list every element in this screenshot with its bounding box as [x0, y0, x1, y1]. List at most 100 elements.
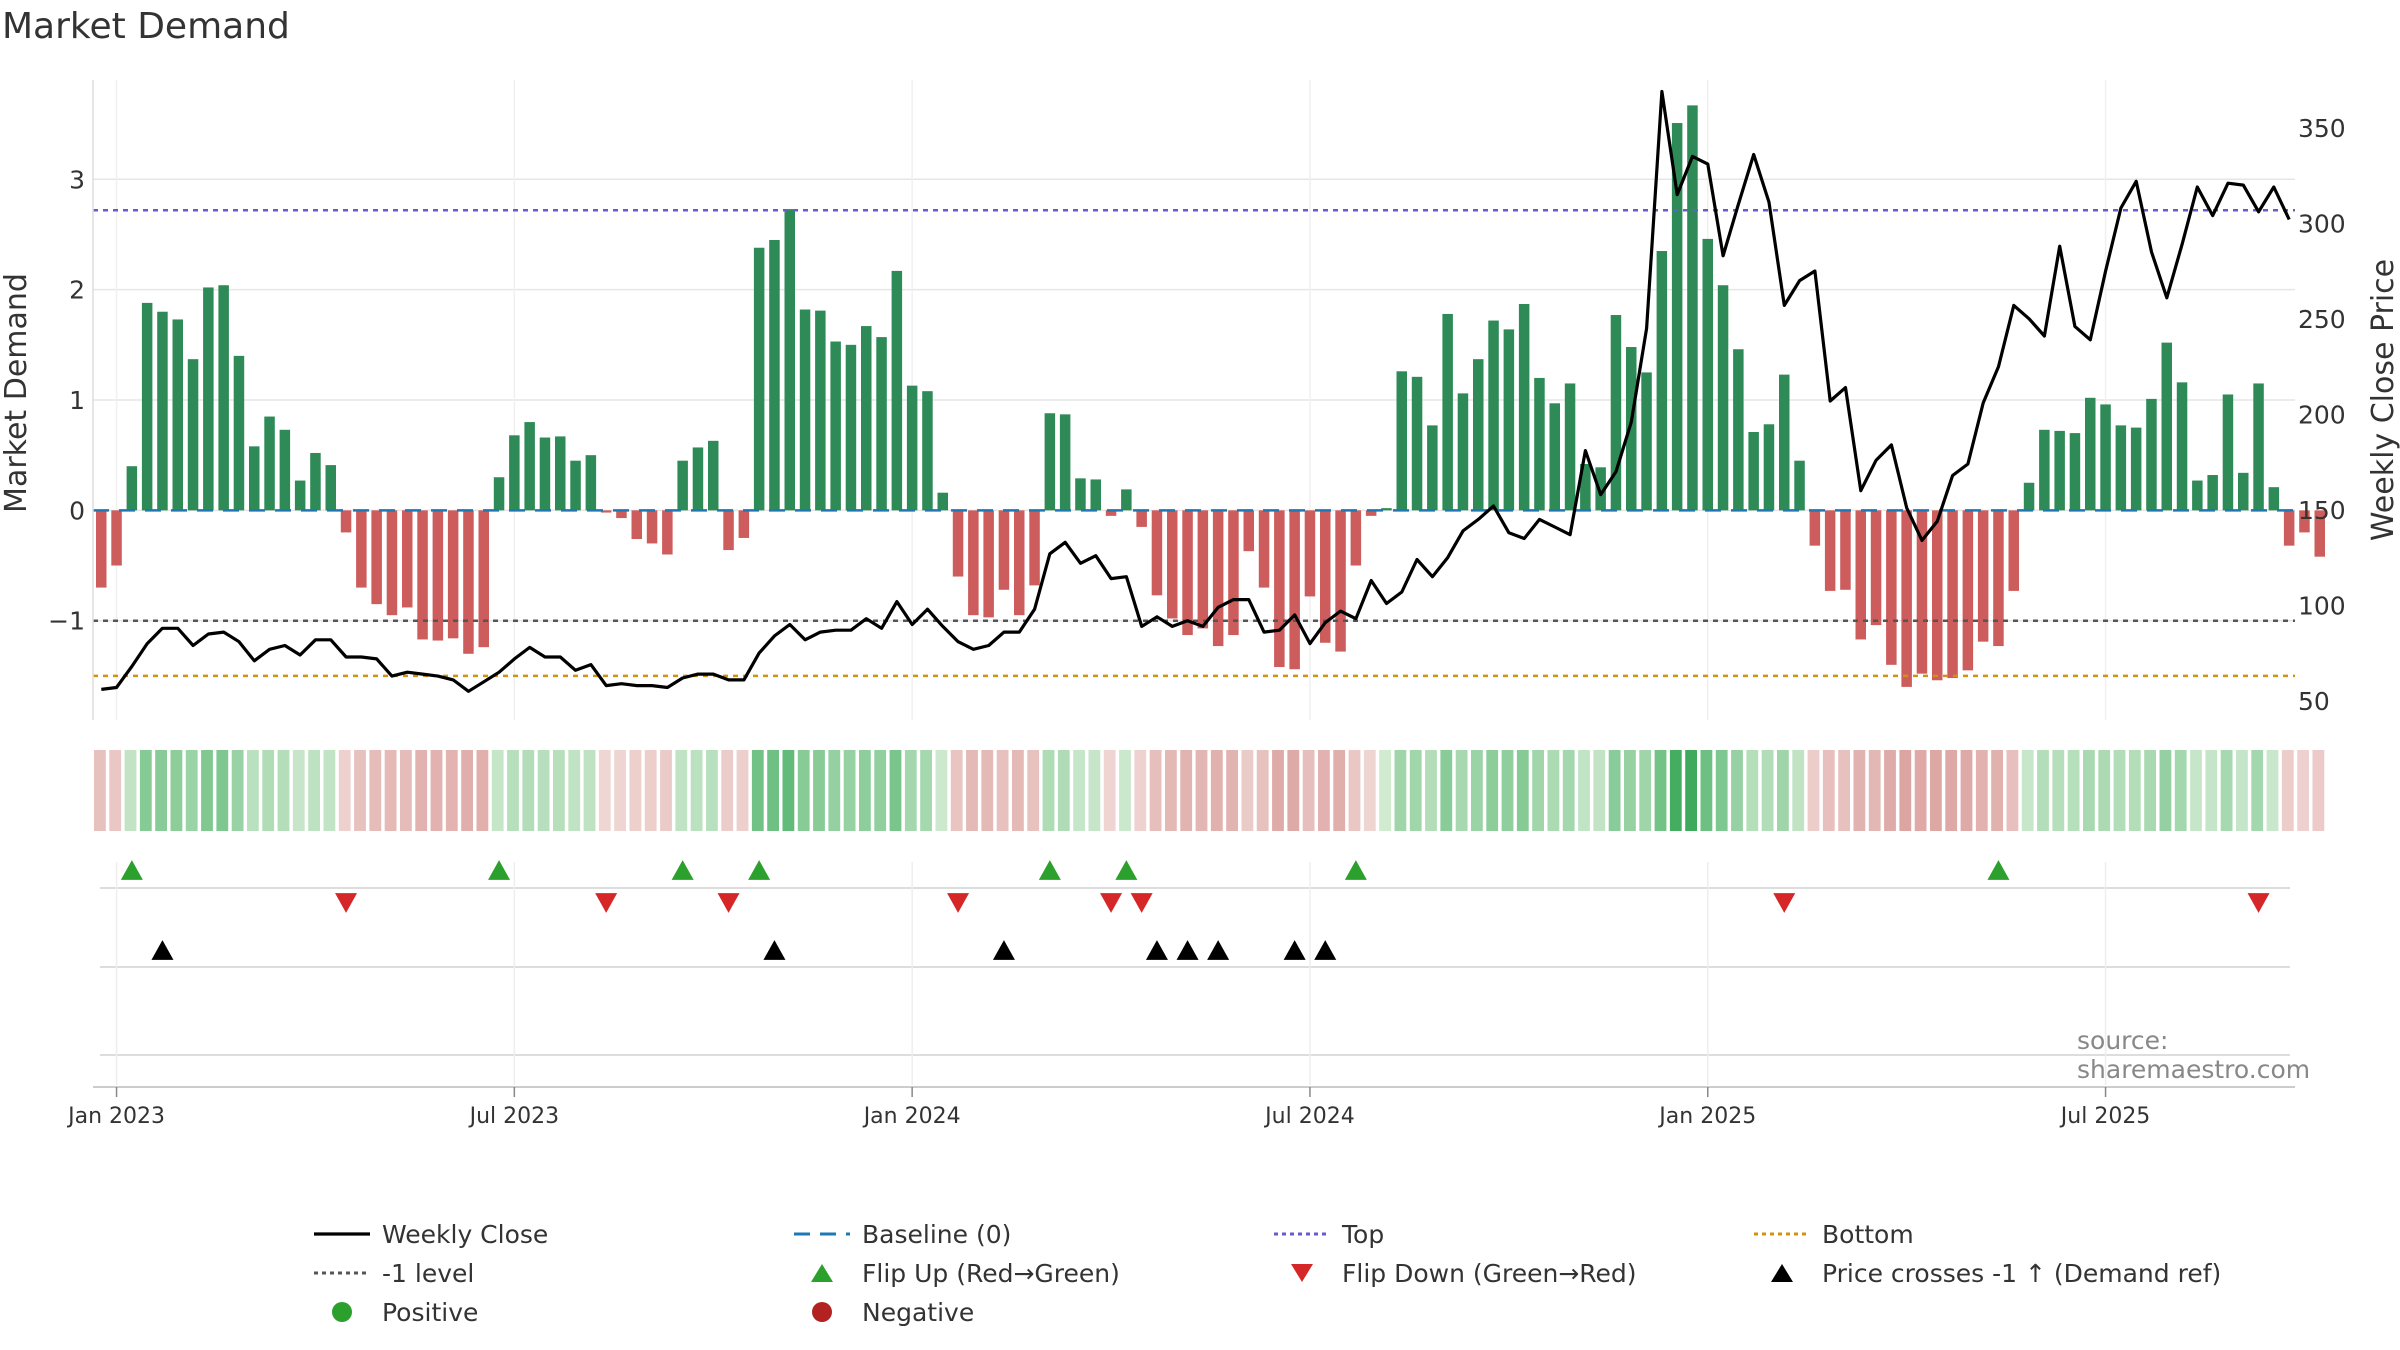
demand-bar [1886, 510, 1897, 665]
y-tick-label: −1 [48, 607, 85, 636]
demand-bar [1503, 329, 1515, 511]
strip-cell [2128, 750, 2141, 831]
strip-cell [1165, 750, 1177, 831]
strip-cell [813, 750, 825, 831]
y2-tick-label: 150 [2298, 496, 2346, 525]
demand-bar [677, 460, 688, 511]
strip-cell [1501, 750, 1514, 831]
demand-heat-strip [94, 750, 2325, 831]
strip-cell [292, 750, 305, 831]
strip-cell [2083, 750, 2095, 831]
strip-cell [1532, 750, 1544, 831]
strip-cell [1210, 750, 1223, 831]
demand-bar [1274, 510, 1285, 668]
demand-bar [340, 510, 352, 533]
demand-bar [2299, 510, 2310, 533]
strip-cell [1302, 750, 1315, 831]
demand-bar [1090, 479, 1101, 511]
demand-bar [1962, 510, 1974, 671]
demand-bar [1442, 313, 1453, 511]
demand-bar [1687, 105, 1698, 511]
demand-bar [1365, 510, 1377, 516]
strip-cell [1119, 750, 1131, 831]
y2-tick-label: 300 [2298, 209, 2346, 238]
demand-bar [386, 510, 398, 616]
strip-cell [1715, 750, 1728, 831]
strip-cell [2312, 750, 2325, 831]
demand-bar [2085, 397, 2096, 511]
legend-label: Positive [382, 1297, 479, 1327]
strip-cell [981, 750, 994, 831]
strip-cell [675, 750, 688, 831]
demand-bar [1105, 510, 1117, 516]
legend-item: Weekly Close [310, 1217, 548, 1251]
strip-cell [614, 750, 626, 831]
demand-bar [417, 510, 428, 640]
strip-cell [1348, 750, 1361, 831]
strip-cell [155, 750, 167, 831]
strip-cell [216, 750, 229, 831]
demand-bar [1671, 123, 1683, 511]
demand-bar [2054, 430, 2065, 511]
strip-cell [1822, 750, 1835, 831]
y-axis-label: Market Demand [0, 273, 34, 513]
strip-cell [2297, 750, 2309, 831]
demand-bar [1289, 510, 1300, 670]
legend: Weekly Close Baseline (0) Top Bottom -1 leve… [310, 1217, 2270, 1337]
legend-label: Weekly Close [382, 1219, 549, 1249]
strip-cell [1287, 750, 1300, 831]
strip-cell [461, 750, 473, 831]
demand-bar [2176, 382, 2188, 511]
strip-cell [950, 750, 963, 831]
strip-cell [2113, 750, 2126, 831]
demand-bar [570, 460, 581, 511]
legend-item: Top [1270, 1217, 1384, 1251]
price-cross-marker [763, 940, 786, 960]
strip-cell [2021, 750, 2034, 831]
strip-cell [308, 750, 320, 831]
x-axis: Jan 2023 Jul 2023 Jan 2024 Jul 2024 Jan 2025… [66, 1086, 2295, 1129]
demand-bar [141, 302, 153, 511]
demand-bar [2100, 404, 2111, 511]
demand-bar [2268, 487, 2280, 511]
demand-bar [1534, 377, 1545, 511]
demand-bar [2161, 342, 2172, 511]
demand-bar [891, 270, 903, 511]
legend-label: Bottom [1822, 1219, 1914, 1249]
strip-cell [1134, 750, 1147, 831]
strip-cell [170, 750, 183, 831]
demand-bar [1641, 372, 1652, 511]
demand-bar [1136, 510, 1147, 527]
demand-bar [1824, 510, 1836, 591]
reference-lines [93, 208, 2295, 678]
strip-cell [1593, 750, 1606, 831]
strip-cell [1608, 750, 1621, 831]
legend-label: Negative [862, 1297, 975, 1327]
line-dot-icon [1754, 1232, 1810, 1236]
strip-cell [1440, 750, 1453, 831]
demand-bar [968, 510, 979, 616]
demand-bar [1029, 510, 1040, 586]
demand-bar [1151, 510, 1163, 596]
legend-item: Negative [790, 1295, 974, 1329]
strip-cell [1746, 750, 1759, 831]
demand-bar [1733, 349, 1744, 511]
demand-bar [1182, 510, 1193, 636]
demand-bars [96, 105, 2325, 687]
price-cross-marker [1207, 940, 1230, 960]
strip-cell [782, 750, 795, 831]
event-markers [100, 860, 2290, 1085]
strip-cell [706, 750, 718, 831]
strip-cell [1777, 750, 1789, 831]
strip-cell [1685, 750, 1697, 831]
chart-title: Market Demand [2, 6, 290, 47]
demand-bar [631, 510, 642, 540]
demand-bar [1977, 510, 1989, 642]
strip-cell [1899, 750, 1912, 831]
strip-cell [430, 750, 443, 831]
demand-bar [463, 510, 474, 654]
demand-bar [2253, 383, 2264, 511]
strip-cell [1180, 750, 1193, 831]
strip-cell [1930, 750, 1942, 831]
